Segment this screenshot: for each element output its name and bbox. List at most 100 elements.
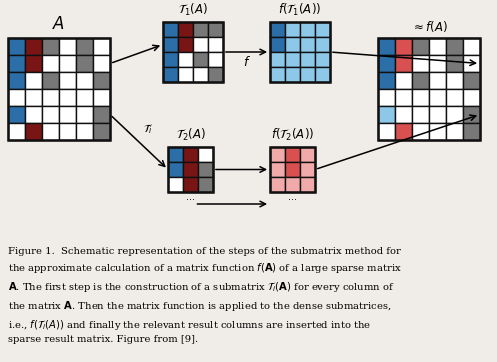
Bar <box>378 106 395 123</box>
Text: ...: ... <box>186 192 195 202</box>
Bar <box>270 147 285 162</box>
Bar <box>59 72 76 89</box>
Text: $f(\mathcal{T}_2(\mathbf{\mathit{A}}))$: $f(\mathcal{T}_2(\mathbf{\mathit{A}}))$ <box>271 127 314 143</box>
Bar <box>412 89 429 106</box>
Bar <box>270 67 285 82</box>
Bar <box>270 37 285 52</box>
Bar <box>25 123 42 140</box>
Bar <box>163 37 178 52</box>
Bar <box>285 22 300 37</box>
Bar <box>463 55 480 72</box>
Bar <box>285 52 300 67</box>
Bar <box>42 106 59 123</box>
Bar <box>178 37 193 52</box>
Bar <box>163 67 178 82</box>
Bar <box>93 72 110 89</box>
Bar <box>198 177 213 192</box>
Bar <box>76 55 93 72</box>
Bar <box>183 177 198 192</box>
Text: ...: ... <box>288 192 297 202</box>
Bar <box>446 38 463 55</box>
Bar <box>300 162 315 177</box>
Bar <box>446 106 463 123</box>
Bar <box>378 55 395 72</box>
Bar <box>178 22 193 37</box>
Text: $\mathbf{\mathit{A}}$: $\mathbf{\mathit{A}}$ <box>53 16 66 33</box>
Bar <box>429 72 446 89</box>
Bar <box>183 147 198 162</box>
Bar <box>193 52 208 67</box>
Bar <box>42 55 59 72</box>
Bar <box>93 123 110 140</box>
Bar <box>412 106 429 123</box>
Bar <box>412 55 429 72</box>
Bar <box>378 72 395 89</box>
Bar <box>300 52 315 67</box>
Bar <box>59 89 76 106</box>
Bar <box>76 38 93 55</box>
Bar <box>93 89 110 106</box>
Bar <box>8 89 25 106</box>
Bar <box>463 106 480 123</box>
Bar <box>378 89 395 106</box>
Bar <box>285 37 300 52</box>
Bar <box>8 38 110 140</box>
Text: $\mathcal{T}_2(\mathbf{\mathit{A}})$: $\mathcal{T}_2(\mathbf{\mathit{A}})$ <box>175 127 205 143</box>
Bar <box>178 52 193 67</box>
Bar <box>270 22 330 82</box>
Bar <box>412 72 429 89</box>
Bar <box>463 72 480 89</box>
Bar <box>446 72 463 89</box>
Bar <box>463 123 480 140</box>
Bar <box>208 37 223 52</box>
Bar <box>42 123 59 140</box>
Bar <box>208 52 223 67</box>
Bar <box>315 67 330 82</box>
Bar <box>76 123 93 140</box>
Bar <box>300 37 315 52</box>
Bar <box>8 72 25 89</box>
Bar <box>446 89 463 106</box>
Bar <box>270 147 315 192</box>
Bar <box>42 89 59 106</box>
Bar <box>8 106 25 123</box>
Bar <box>315 52 330 67</box>
Bar <box>193 67 208 82</box>
Bar <box>163 22 178 37</box>
Bar <box>429 38 446 55</box>
Bar <box>168 162 183 177</box>
Bar <box>446 123 463 140</box>
Bar <box>270 22 285 37</box>
Bar <box>76 106 93 123</box>
Text: $\approx f(\mathbf{\mathit{A}})$: $\approx f(\mathbf{\mathit{A}})$ <box>411 19 447 34</box>
Bar <box>25 106 42 123</box>
Bar <box>25 72 42 89</box>
Bar <box>285 177 300 192</box>
Bar <box>208 67 223 82</box>
Bar <box>378 38 480 140</box>
Bar <box>42 72 59 89</box>
Bar <box>463 38 480 55</box>
Bar <box>178 67 193 82</box>
Bar <box>193 22 208 37</box>
Bar <box>300 22 315 37</box>
Bar <box>429 55 446 72</box>
Bar <box>59 55 76 72</box>
Bar <box>395 72 412 89</box>
Bar <box>208 22 223 37</box>
Bar <box>412 123 429 140</box>
Bar <box>59 106 76 123</box>
Bar <box>59 38 76 55</box>
Bar <box>300 177 315 192</box>
Bar <box>285 67 300 82</box>
Bar <box>93 55 110 72</box>
Bar <box>163 22 223 82</box>
Bar <box>395 123 412 140</box>
Bar <box>270 52 285 67</box>
Bar <box>429 89 446 106</box>
Text: $f(\mathcal{T}_1(\mathbf{\mathit{A}}))$: $f(\mathcal{T}_1(\mathbf{\mathit{A}}))$ <box>278 2 322 18</box>
Text: $\mathcal{T}_i$: $\mathcal{T}_i$ <box>143 122 153 136</box>
Bar <box>300 147 315 162</box>
Bar <box>42 38 59 55</box>
Bar <box>429 106 446 123</box>
